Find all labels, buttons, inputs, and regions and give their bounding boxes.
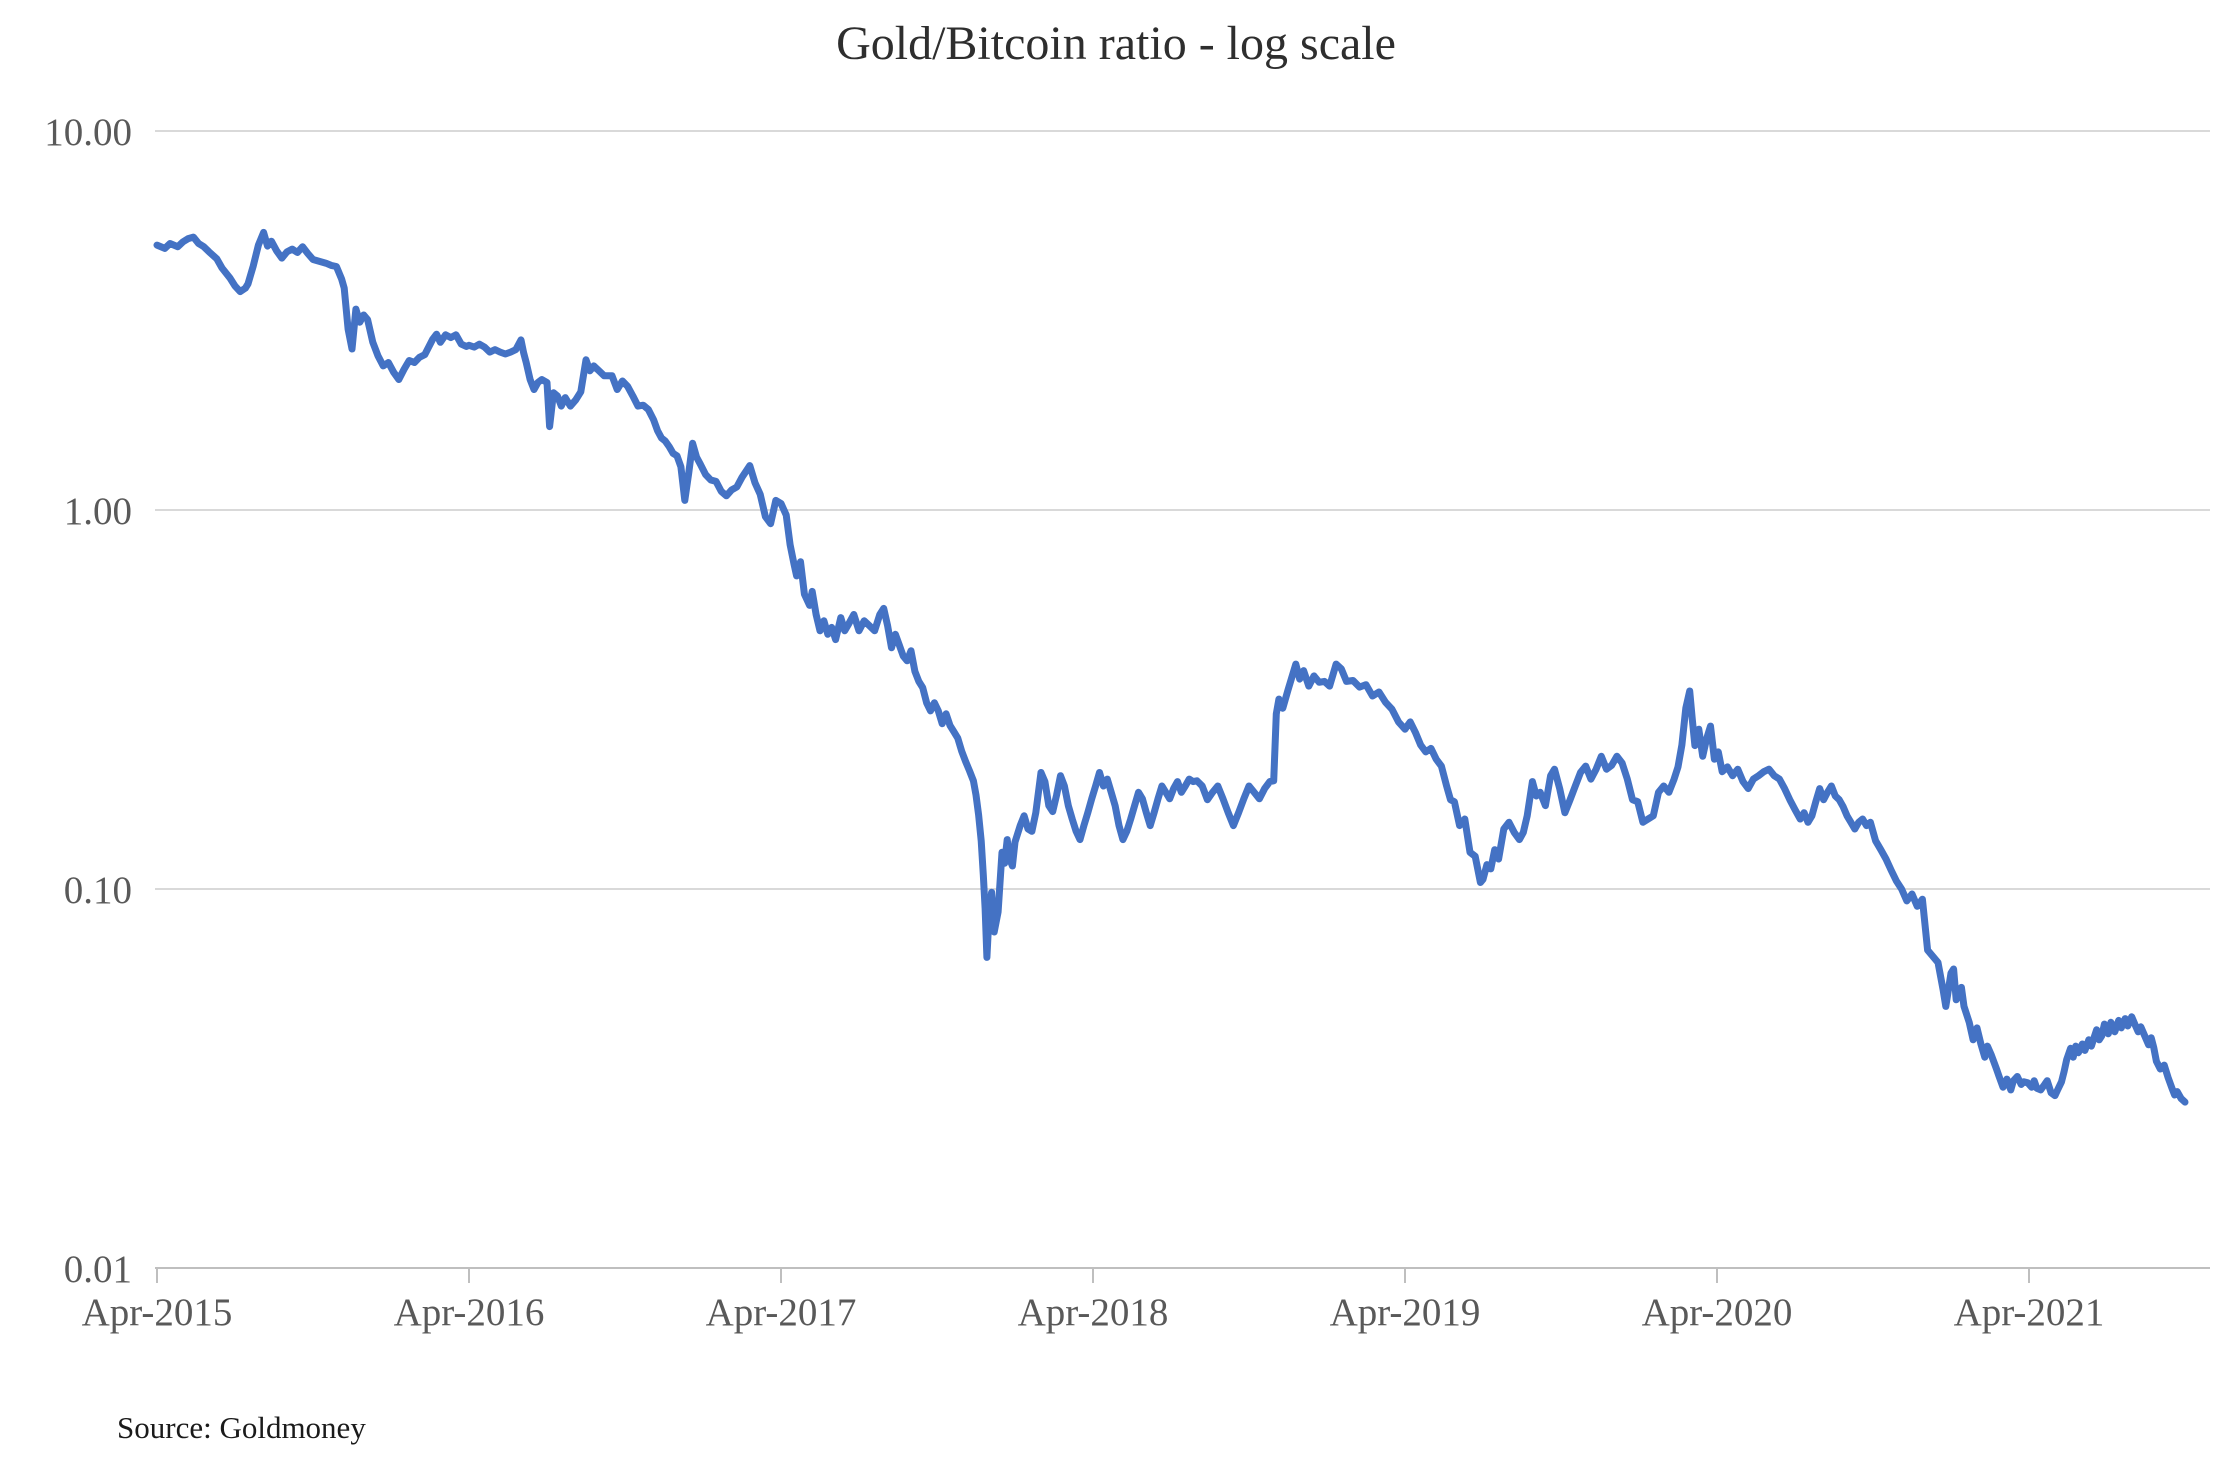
y-tick-label: 0.10	[64, 869, 132, 912]
y-tick-label: 10.00	[44, 111, 132, 154]
x-tick-label: Apr-2019	[1330, 1291, 1481, 1334]
x-tick-label: Apr-2015	[82, 1291, 233, 1334]
x-tick-label: Apr-2018	[1018, 1291, 1169, 1334]
y-tick-label: 1.00	[64, 490, 132, 533]
x-tick-label: Apr-2020	[1642, 1291, 1793, 1334]
source-note: Source: Goldmoney	[117, 1410, 366, 1445]
y-tick-label: 0.01	[64, 1248, 132, 1291]
x-tick-label: Apr-2016	[394, 1291, 545, 1334]
x-tick-label: Apr-2021	[1954, 1291, 2105, 1334]
chart-title: Gold/Bitcoin ratio - log scale	[836, 17, 1396, 70]
series-line	[153, 228, 2189, 1106]
x-tick-label: Apr-2017	[706, 1291, 857, 1334]
